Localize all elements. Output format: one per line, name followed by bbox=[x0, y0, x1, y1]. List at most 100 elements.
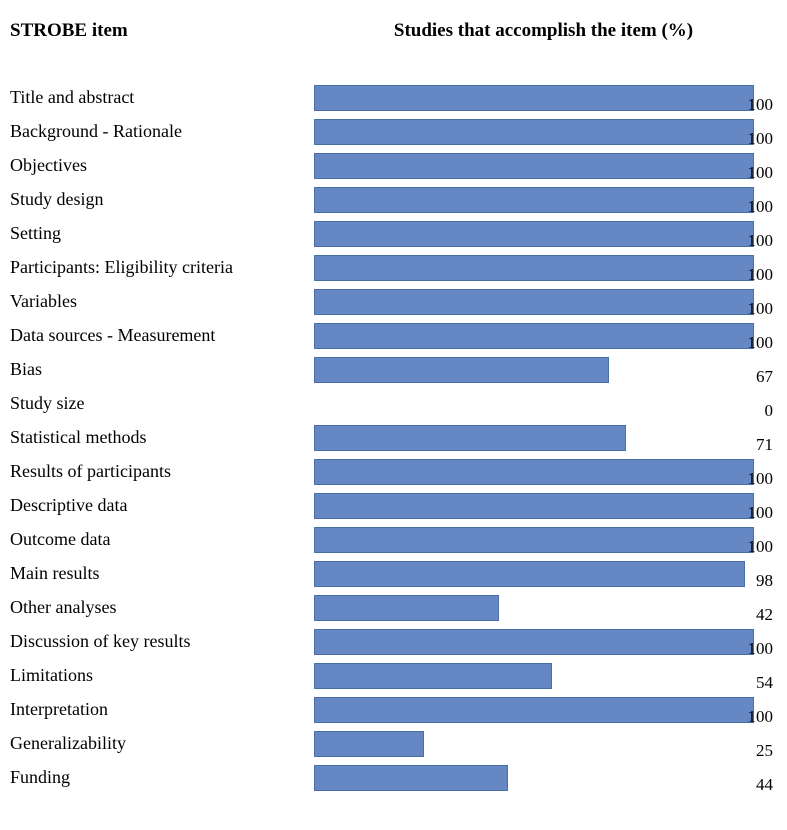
chart-row: Limitations54 bbox=[10, 660, 777, 691]
row-label: Other analyses bbox=[10, 597, 314, 619]
bar-value: 100 bbox=[748, 265, 774, 285]
bar-area: 44 bbox=[314, 765, 777, 791]
chart-row: Discussion of key results100 bbox=[10, 626, 777, 657]
bar-value: 100 bbox=[748, 537, 774, 557]
bar bbox=[314, 323, 754, 349]
bar bbox=[314, 493, 754, 519]
header-row: STROBE item Studies that accomplish the … bbox=[10, 20, 777, 42]
bar-value: 100 bbox=[748, 231, 774, 251]
row-label: Background - Rationale bbox=[10, 121, 314, 143]
bar-area: 67 bbox=[314, 357, 777, 383]
bar-value: 98 bbox=[756, 571, 773, 591]
bar-area: 42 bbox=[314, 595, 777, 621]
row-label: Results of participants bbox=[10, 461, 314, 483]
bar bbox=[314, 561, 745, 587]
chart-row: Variables100 bbox=[10, 286, 777, 317]
bar-value: 71 bbox=[756, 435, 773, 455]
row-label: Statistical methods bbox=[10, 427, 314, 449]
bar-value: 42 bbox=[756, 605, 773, 625]
bar-area: 100 bbox=[314, 289, 777, 315]
bar-value: 100 bbox=[748, 333, 774, 353]
bar bbox=[314, 289, 754, 315]
bar bbox=[314, 595, 499, 621]
chart-row: Setting100 bbox=[10, 218, 777, 249]
bar-area: 100 bbox=[314, 153, 777, 179]
row-label: Bias bbox=[10, 359, 314, 381]
row-label: Setting bbox=[10, 223, 314, 245]
bar bbox=[314, 765, 508, 791]
chart-row: Generalizability25 bbox=[10, 728, 777, 759]
bar bbox=[314, 459, 754, 485]
chart-row: Background - Rationale100 bbox=[10, 116, 777, 147]
chart-row: Study size0 bbox=[10, 388, 777, 419]
bar bbox=[314, 153, 754, 179]
bar-value: 100 bbox=[748, 299, 774, 319]
bar-value: 100 bbox=[748, 163, 774, 183]
chart-row: Title and abstract 100 bbox=[10, 82, 777, 113]
bar bbox=[314, 357, 609, 383]
bar-area: 0 bbox=[314, 391, 777, 417]
bar-area: 100 bbox=[314, 119, 777, 145]
row-label: Generalizability bbox=[10, 733, 314, 755]
row-label: Study size bbox=[10, 393, 314, 415]
bar-area: 100 bbox=[314, 629, 777, 655]
bar-value: 0 bbox=[765, 401, 774, 421]
bar-area: 100 bbox=[314, 187, 777, 213]
row-label: Discussion of key results bbox=[10, 631, 314, 653]
bar bbox=[314, 187, 754, 213]
bar-value: 100 bbox=[748, 469, 774, 489]
chart-row: Objectives100 bbox=[10, 150, 777, 181]
bar-area: 100 bbox=[314, 459, 777, 485]
bar bbox=[314, 85, 754, 111]
chart-row: Descriptive data100 bbox=[10, 490, 777, 521]
bar-value: 25 bbox=[756, 741, 773, 761]
chart-row: Data sources - Measurement100 bbox=[10, 320, 777, 351]
bar-area: 25 bbox=[314, 731, 777, 757]
bar-value: 100 bbox=[748, 707, 774, 727]
chart-row: Main results 98 bbox=[10, 558, 777, 589]
bar bbox=[314, 629, 754, 655]
row-label: Objectives bbox=[10, 155, 314, 177]
bar-area: 71 bbox=[314, 425, 777, 451]
chart-row: Study design100 bbox=[10, 184, 777, 215]
chart-row: Results of participants100 bbox=[10, 456, 777, 487]
chart-row: Funding44 bbox=[10, 762, 777, 793]
chart-row: Statistical methods71 bbox=[10, 422, 777, 453]
bar-area: 54 bbox=[314, 663, 777, 689]
chart-row: Bias67 bbox=[10, 354, 777, 385]
row-label: Participants: Eligibility criteria bbox=[10, 257, 314, 279]
row-label: Interpretation bbox=[10, 699, 314, 721]
bar-area: 100 bbox=[314, 527, 777, 553]
bar-value: 67 bbox=[756, 367, 773, 387]
chart-row: Interpretation100 bbox=[10, 694, 777, 725]
row-label: Variables bbox=[10, 291, 314, 313]
chart-row: Outcome data100 bbox=[10, 524, 777, 555]
header-left-label: STROBE item bbox=[10, 20, 310, 42]
header-right-label: Studies that accomplish the item (%) bbox=[310, 20, 777, 42]
bar-value: 100 bbox=[748, 95, 774, 115]
bar-value: 54 bbox=[756, 673, 773, 693]
bar-value: 100 bbox=[748, 129, 774, 149]
row-label: Limitations bbox=[10, 665, 314, 687]
bar bbox=[314, 221, 754, 247]
row-label: Descriptive data bbox=[10, 495, 314, 517]
row-label: Title and abstract bbox=[10, 87, 314, 109]
row-label: Study design bbox=[10, 189, 314, 211]
bar bbox=[314, 425, 626, 451]
row-label: Main results bbox=[10, 563, 314, 585]
bar-area: 100 bbox=[314, 221, 777, 247]
row-label: Outcome data bbox=[10, 529, 314, 551]
row-label: Funding bbox=[10, 767, 314, 789]
chart-rows-container: Title and abstract100Background - Ration… bbox=[10, 82, 777, 793]
bar bbox=[314, 119, 754, 145]
bar bbox=[314, 527, 754, 553]
chart-row: Participants: Eligibility criteria 100 bbox=[10, 252, 777, 283]
bar bbox=[314, 731, 424, 757]
bar bbox=[314, 697, 754, 723]
bar-value: 100 bbox=[748, 503, 774, 523]
bar-area: 100 bbox=[314, 697, 777, 723]
bar-area: 100 bbox=[314, 493, 777, 519]
bar-value: 100 bbox=[748, 197, 774, 217]
bar bbox=[314, 663, 552, 689]
bar-area: 100 bbox=[314, 323, 777, 349]
